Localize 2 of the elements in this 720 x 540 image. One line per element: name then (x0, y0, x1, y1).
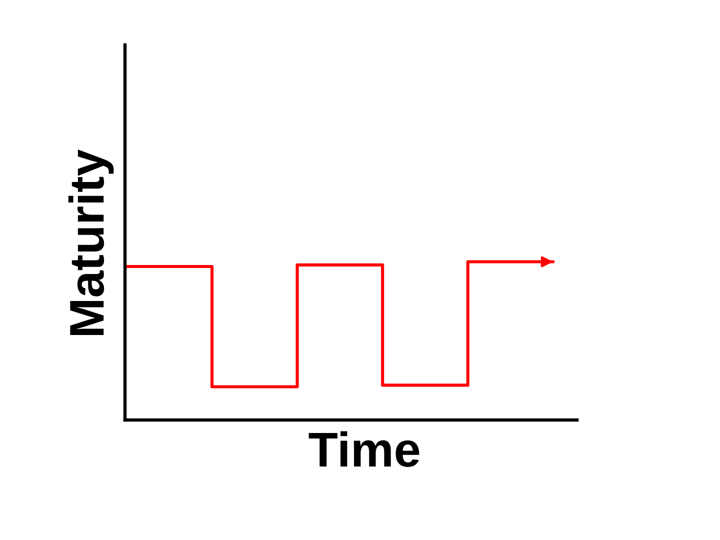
y-axis-title: Maturity (68, 149, 114, 336)
x-axis-title: Time (308, 431, 420, 467)
